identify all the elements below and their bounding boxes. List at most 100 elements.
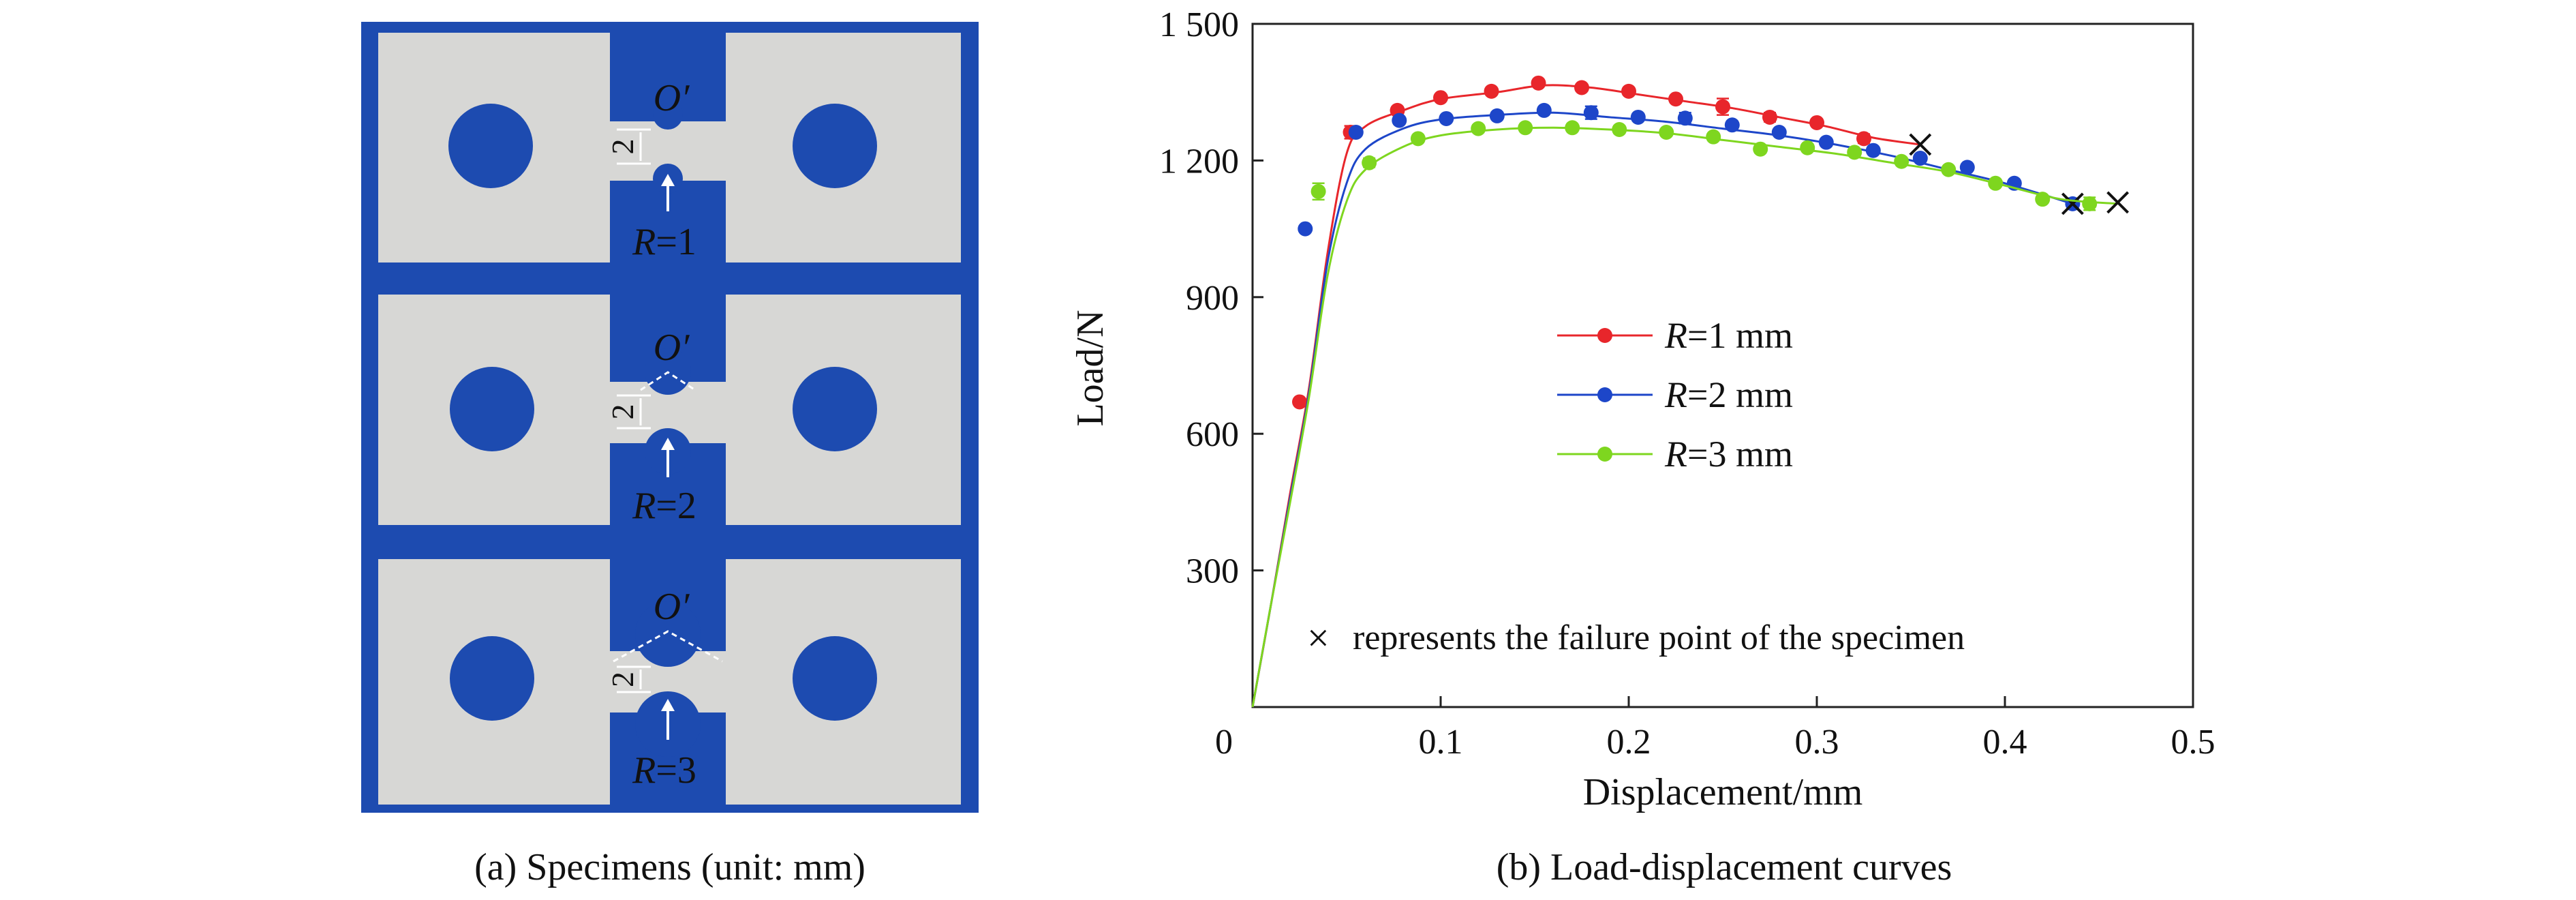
data-point (1988, 175, 2004, 191)
legend-marker (1597, 447, 1612, 462)
data-point (1348, 124, 1364, 140)
data-point (1762, 109, 1777, 125)
data-point (1894, 153, 1910, 169)
load-displacement-chart: 0 0.1 0.2 0.3 0.4 0.5 300 600 900 1 200 1 500 Dis… (1069, 5, 2215, 813)
failure-note-symbol: × (1307, 616, 1330, 660)
data-point (1392, 112, 1407, 128)
specimen-plate (378, 33, 961, 262)
data-point (1298, 221, 1313, 237)
center-label: O′ (654, 327, 690, 369)
specimen-annotation: O′ 2 R=3 (605, 586, 723, 792)
data-point (1659, 124, 1674, 140)
y-tick-label: 600 (1186, 415, 1239, 454)
data-point (1574, 80, 1589, 95)
data-point (2082, 196, 2098, 211)
data-point (1706, 129, 1721, 145)
data-point (1565, 120, 1580, 136)
radius-label: R=2 (632, 485, 696, 527)
x-axis-label: Displacement/mm (1583, 771, 1863, 813)
radius-arrow-head (661, 174, 675, 186)
failure-note: × represents the failure point of the sp… (1307, 616, 1965, 660)
series-line (1251, 126, 2118, 708)
specimen-hole-right (793, 636, 877, 721)
notch-top (653, 100, 683, 130)
data-point (1630, 109, 1646, 125)
legend-label: R=1 mm (1664, 315, 1793, 356)
data-point (1668, 91, 1683, 107)
data-point (1410, 131, 1426, 147)
data-point (1771, 124, 1787, 140)
specimen-annotation: O′ 2 R=2 (605, 327, 696, 527)
series-line (1251, 84, 1921, 708)
specimen-hole-left (448, 104, 533, 188)
data-point (1292, 394, 1307, 410)
legend: R=1 mm R=2 mm R=3 mm (1557, 315, 1793, 475)
data-point (1677, 110, 1693, 126)
data-point (1621, 83, 1636, 99)
notch-top (635, 601, 701, 667)
data-point (1531, 75, 1546, 91)
specimen-annotation: O′ 2 R=1 (605, 77, 696, 263)
legend-item: R=3 mm (1557, 434, 1793, 475)
x-tick-label: 0.4 (1983, 723, 2027, 762)
failure-note-text: represents the failure point of the spec… (1353, 618, 1965, 657)
legend-marker (1597, 387, 1612, 402)
x-axis: 0 0.1 0.2 0.3 0.4 0.5 (1215, 696, 2215, 762)
data-point (1362, 155, 1377, 170)
data-point (1847, 145, 1862, 160)
specimen-photo: O′ 2 R=1 O′ 2 R=2 O′ 2 R=3 (361, 22, 979, 813)
specimen-hole-left (450, 636, 534, 721)
x-tick-label: 0.3 (1795, 723, 1839, 762)
center-label: O′ (654, 586, 690, 628)
series-layer (1251, 75, 2130, 708)
x-tick-label: 0.2 (1607, 723, 1651, 762)
x-tick-label: 0.1 (1419, 723, 1463, 762)
failure-marker (1909, 133, 1932, 156)
data-point (2035, 192, 2051, 207)
data-point (1959, 160, 1975, 175)
data-point (1856, 131, 1871, 147)
legend-label: R=2 mm (1664, 374, 1793, 415)
data-point (1310, 183, 1326, 199)
legend-label: R=3 mm (1664, 434, 1793, 475)
center-label: O′ (654, 77, 690, 119)
specimen-hole-right (793, 104, 877, 188)
data-point (1753, 141, 1768, 157)
data-point (1471, 121, 1486, 136)
data-point (1518, 120, 1533, 136)
legend-marker (1597, 328, 1612, 343)
y-tick-label: 900 (1186, 279, 1239, 318)
plot-frame (1251, 22, 2194, 708)
radius-label: R=1 (632, 221, 696, 263)
data-point (1612, 121, 1627, 137)
series-r-3-mm (1251, 120, 2130, 708)
data-point (1912, 151, 1928, 166)
width-mark-label: 2 (605, 139, 640, 155)
data-point (1818, 134, 1834, 150)
failure-marker (2106, 191, 2130, 214)
specimen-r2 (378, 295, 961, 525)
data-point (1800, 140, 1815, 155)
y-axis: 300 600 900 1 200 1 500 (1159, 5, 1263, 591)
radius-guide (640, 371, 696, 391)
width-mark-label: 2 (605, 672, 640, 687)
data-point (1439, 110, 1454, 126)
failure-marker (2061, 192, 2084, 215)
specimen-hole-left (450, 367, 534, 451)
y-tick-label: 300 (1186, 552, 1239, 591)
data-point (1489, 108, 1505, 123)
x-tick-label: 0.5 (2171, 723, 2215, 762)
y-axis-label: Load/N (1069, 310, 1111, 426)
specimen-r1 (378, 33, 961, 262)
radius-guide (613, 630, 723, 663)
data-point (1536, 102, 1552, 118)
x-tick-label: 0 (1215, 723, 1233, 762)
data-point (1809, 115, 1824, 130)
width-mark-label: 2 (605, 404, 640, 420)
specimen-plate (378, 295, 961, 525)
y-tick-label: 1 200 (1159, 142, 1239, 181)
data-point (1583, 105, 1599, 121)
specimen-hole-right (793, 367, 877, 451)
data-point (1865, 142, 1881, 158)
